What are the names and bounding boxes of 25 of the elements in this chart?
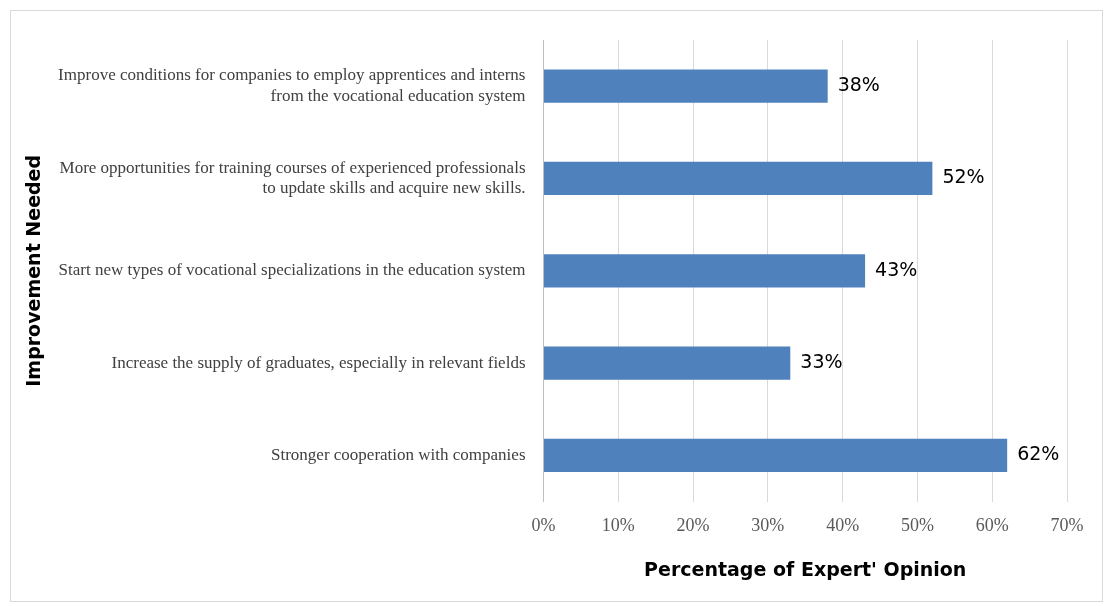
bar [544,161,933,196]
y-tick-label: Improve conditions for companies to employ apprentices and interns from the vocational education system [58,65,526,105]
y-axis-title: Improvement Needed [22,154,45,387]
data-label: 33% [800,350,843,373]
bar [544,69,828,103]
x-tick-label: 50% [900,515,934,536]
y-tick-label: More opportunities for training courses of experienced professionals to update skills and acquire new skills. [59,157,526,198]
data-label: 43% [875,257,918,280]
bar [544,438,1008,473]
y-tick-label: Stronger cooperation with companies [271,444,526,464]
data-label: 38% [837,73,880,96]
bar [544,254,866,288]
x-tick-label: 70% [1050,515,1084,536]
y-tick-label: Increase the supply of graduates, especially in relevant fields [111,352,526,372]
x-tick-label: 30% [751,515,785,536]
data-label: 62% [1017,442,1060,465]
x-tick-label: 10% [601,515,635,536]
x-tick-label: 60% [975,515,1009,536]
bar [544,346,791,380]
data-label: 52% [942,165,985,188]
x-tick-label: 40% [826,515,860,536]
x-tick-label: 0% [531,515,556,536]
x-tick-label: 20% [676,515,710,536]
x-axis-title: Percentage of Expert' Opinion [644,557,967,580]
y-tick-label: Start new types of vocational specializations in the education system [58,260,526,280]
